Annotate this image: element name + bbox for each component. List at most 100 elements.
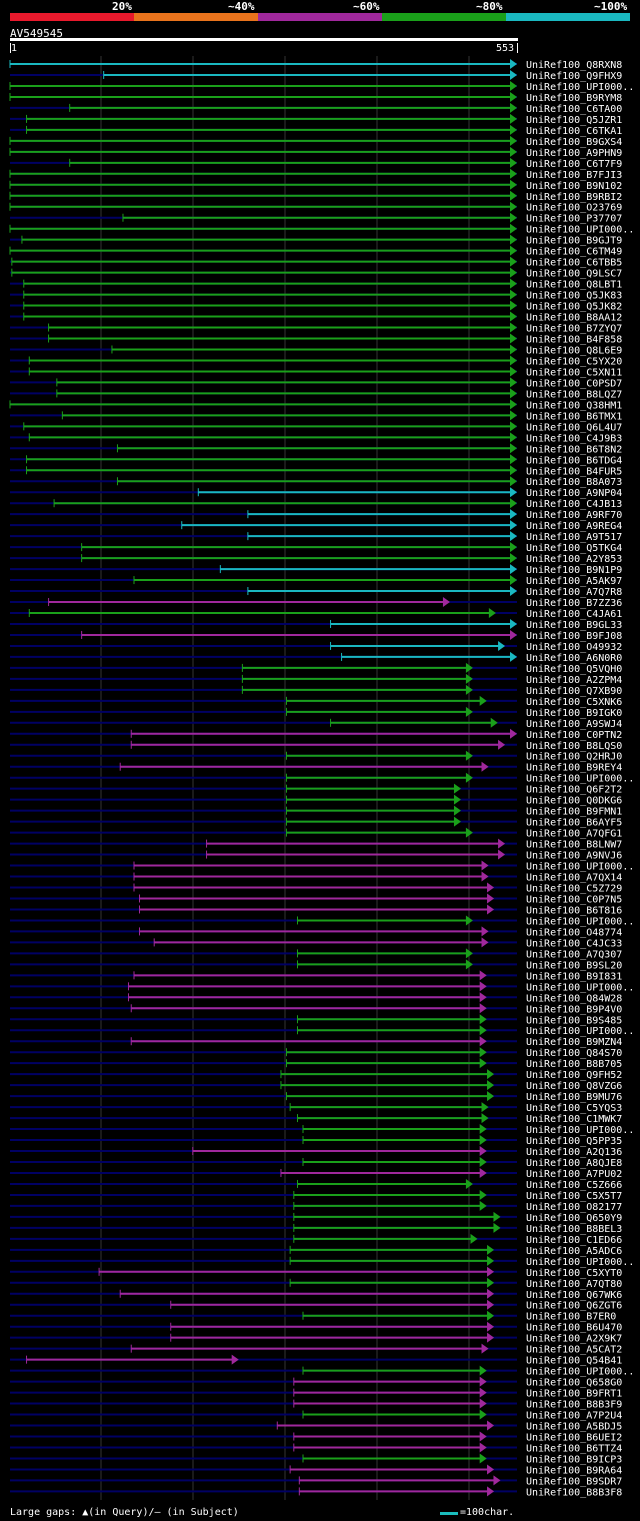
hit-label[interactable]: UniRef100_C6TA00 — [526, 104, 622, 115]
hit-label[interactable]: UniRef100_B6U470 — [526, 1323, 622, 1334]
hit-label[interactable]: UniRef100_B9RA64 — [526, 1465, 622, 1476]
hit-label[interactable]: UniRef100_Q84S70 — [526, 1048, 622, 1059]
hit-label[interactable]: UniRef100_C5XN11 — [526, 367, 622, 378]
hit-label[interactable]: UniRef100_A9T517 — [526, 532, 622, 543]
hit-label[interactable]: UniRef100_Q7XB90 — [526, 686, 622, 697]
hit-label[interactable]: UniRef100_C0PTN2 — [526, 730, 622, 741]
hit-label[interactable]: UniRef100_B9GJT9 — [526, 236, 622, 247]
hit-label[interactable]: UniRef100_Q38HM1 — [526, 400, 622, 411]
hit-label[interactable]: UniRef100_A9RF70 — [526, 510, 622, 521]
hit-label[interactable]: UniRef100_A6N0R0 — [526, 653, 622, 664]
hit-label[interactable]: UniRef100_C5Z729 — [526, 884, 622, 895]
hit-label[interactable]: UniRef100_B7ZYQ7 — [526, 324, 622, 335]
hit-label[interactable]: UniRef100_Q9LSC7 — [526, 269, 622, 280]
hit-label[interactable]: UniRef100_Q5TKG4 — [526, 543, 622, 554]
hit-label[interactable]: UniRef100_C6TBB5 — [526, 258, 622, 269]
hit-label[interactable]: UniRef100_A5BDJ5 — [526, 1422, 622, 1433]
hit-label[interactable]: UniRef100_Q67WK6 — [526, 1290, 622, 1301]
hit-label[interactable]: UniRef100_B9S485 — [526, 1015, 622, 1026]
hit-label[interactable]: UniRef100_B9FJ08 — [526, 631, 622, 642]
hit-label[interactable]: UniRef100_UPI000.. — [526, 225, 634, 236]
hit-label[interactable]: UniRef100_B9MU76 — [526, 1092, 622, 1103]
hit-label[interactable]: UniRef100_C0P7N5 — [526, 894, 622, 905]
hit-label[interactable]: UniRef100_A5AK97 — [526, 576, 622, 587]
hit-label[interactable]: UniRef100_C4JB13 — [526, 499, 622, 510]
hit-label[interactable]: UniRef100_B9P4V0 — [526, 1004, 622, 1015]
hit-label[interactable]: UniRef100_Q9FH52 — [526, 1070, 622, 1081]
hit-label[interactable]: UniRef100_C1ED66 — [526, 1235, 622, 1246]
hit-label[interactable]: UniRef100_B8LQZ7 — [526, 389, 622, 400]
hit-label[interactable]: UniRef100_Q0DKG6 — [526, 796, 622, 807]
hit-label[interactable]: UniRef100_Q5JK83 — [526, 291, 622, 302]
hit-label[interactable]: UniRef100_B6TMX1 — [526, 411, 622, 422]
hit-label[interactable]: UniRef100_C5Z666 — [526, 1180, 622, 1191]
hit-label[interactable]: UniRef100_B9MZN4 — [526, 1037, 622, 1048]
hit-label[interactable]: UniRef100_A2X9K7 — [526, 1334, 622, 1345]
hit-label[interactable]: UniRef100_B9REY4 — [526, 763, 622, 774]
hit-label[interactable]: UniRef100_B8B3F9 — [526, 1400, 622, 1411]
hit-label[interactable]: UniRef100_O49932 — [526, 642, 622, 653]
hit-label[interactable]: UniRef100_B9ICP3 — [526, 1454, 622, 1465]
hit-label[interactable]: UniRef100_Q8RXN8 — [526, 60, 622, 71]
hit-label[interactable]: UniRef100_A9NVJ6 — [526, 851, 622, 862]
hit-label[interactable]: UniRef100_Q650Y9 — [526, 1213, 622, 1224]
hit-label[interactable]: UniRef100_A7P2U4 — [526, 1411, 622, 1422]
hit-label[interactable]: UniRef100_Q54B41 — [526, 1356, 622, 1367]
hit-label[interactable]: UniRef100_Q5JZR1 — [526, 115, 622, 126]
hit-label[interactable]: UniRef100_UPI000.. — [526, 1257, 634, 1268]
hit-label[interactable]: UniRef100_B6UEI2 — [526, 1433, 622, 1444]
hit-label[interactable]: UniRef100_Q6ZGT6 — [526, 1301, 622, 1312]
hit-label[interactable]: UniRef100_UPI000.. — [526, 1125, 634, 1136]
hit-label[interactable]: UniRef100_A9PHN9 — [526, 148, 622, 159]
hit-label[interactable]: UniRef100_C0PSD7 — [526, 378, 622, 389]
hit-label[interactable]: UniRef100_B9GL33 — [526, 620, 622, 631]
hit-label[interactable]: UniRef100_C6TM49 — [526, 247, 622, 258]
hit-label[interactable]: UniRef100_B7ZZ36 — [526, 598, 622, 609]
hit-label[interactable]: UniRef100_UPI000.. — [526, 1367, 634, 1378]
hit-label[interactable]: UniRef100_C1MWK7 — [526, 1114, 622, 1125]
hit-label[interactable]: UniRef100_C6T7F9 — [526, 159, 622, 170]
hit-label[interactable]: UniRef100_A9SWJ4 — [526, 719, 622, 730]
hit-label[interactable]: UniRef100_A7Q7R8 — [526, 587, 622, 598]
hit-label[interactable]: UniRef100_C4J9B3 — [526, 433, 622, 444]
hit-label[interactable]: UniRef100_Q9FHX9 — [526, 71, 622, 82]
hit-label[interactable]: UniRef100_A2ZPM4 — [526, 675, 622, 686]
hit-label[interactable]: UniRef100_Q658G0 — [526, 1378, 622, 1389]
hit-label[interactable]: UniRef100_C4JC33 — [526, 938, 622, 949]
hit-label[interactable]: UniRef100_A8QJE8 — [526, 1158, 622, 1169]
hit-label[interactable]: UniRef100_B8BEL3 — [526, 1224, 622, 1235]
hit-label[interactable]: UniRef100_B9GXS4 — [526, 137, 622, 148]
hit-label[interactable]: UniRef100_UPI000.. — [526, 862, 634, 873]
hit-label[interactable]: UniRef100_UPI000.. — [526, 982, 634, 993]
hit-label[interactable]: UniRef100_Q6F2T2 — [526, 785, 622, 796]
hit-label[interactable]: UniRef100_Q8L6E9 — [526, 345, 622, 356]
hit-label[interactable]: UniRef100_C6TKA1 — [526, 126, 622, 137]
hit-label[interactable]: UniRef100_B9IGK0 — [526, 708, 622, 719]
hit-label[interactable]: UniRef100_C5YQS3 — [526, 1103, 622, 1114]
hit-label[interactable]: UniRef100_A5CAT2 — [526, 1345, 622, 1356]
hit-label[interactable]: UniRef100_B6T816 — [526, 905, 622, 916]
hit-label[interactable]: UniRef100_C5YX20 — [526, 356, 622, 367]
hit-label[interactable]: UniRef100_C5XNK6 — [526, 697, 622, 708]
hit-label[interactable]: UniRef100_B9N1P9 — [526, 565, 622, 576]
hit-label[interactable]: UniRef100_B9FRT1 — [526, 1389, 622, 1400]
hit-label[interactable]: UniRef100_O23769 — [526, 203, 622, 214]
hit-label[interactable]: UniRef100_P37707 — [526, 214, 622, 225]
hit-label[interactable]: UniRef100_B6AYF5 — [526, 818, 622, 829]
hit-label[interactable]: UniRef100_O82177 — [526, 1202, 622, 1213]
hit-label[interactable]: UniRef100_B9SDR7 — [526, 1476, 622, 1487]
hit-label[interactable]: UniRef100_B4FUR5 — [526, 466, 622, 477]
hit-label[interactable]: UniRef100_B9RYM8 — [526, 93, 622, 104]
hit-label[interactable]: UniRef100_B9SL20 — [526, 960, 622, 971]
hit-label[interactable]: UniRef100_B8LQS0 — [526, 741, 622, 752]
hit-label[interactable]: UniRef100_Q2HRJ0 — [526, 752, 622, 763]
hit-label[interactable]: UniRef100_C5XYT0 — [526, 1268, 622, 1279]
hit-label[interactable]: UniRef100_UPI000.. — [526, 1026, 634, 1037]
hit-label[interactable]: UniRef100_B8B3F8 — [526, 1487, 622, 1498]
hit-label[interactable]: UniRef100_O48774 — [526, 927, 622, 938]
hit-label[interactable]: UniRef100_B8A073 — [526, 477, 622, 488]
hit-label[interactable]: UniRef100_Q5JK82 — [526, 302, 622, 313]
hit-label[interactable]: UniRef100_UPI000.. — [526, 82, 634, 93]
hit-label[interactable]: UniRef100_UPI000.. — [526, 774, 634, 785]
hit-label[interactable]: UniRef100_A9NP04 — [526, 488, 622, 499]
